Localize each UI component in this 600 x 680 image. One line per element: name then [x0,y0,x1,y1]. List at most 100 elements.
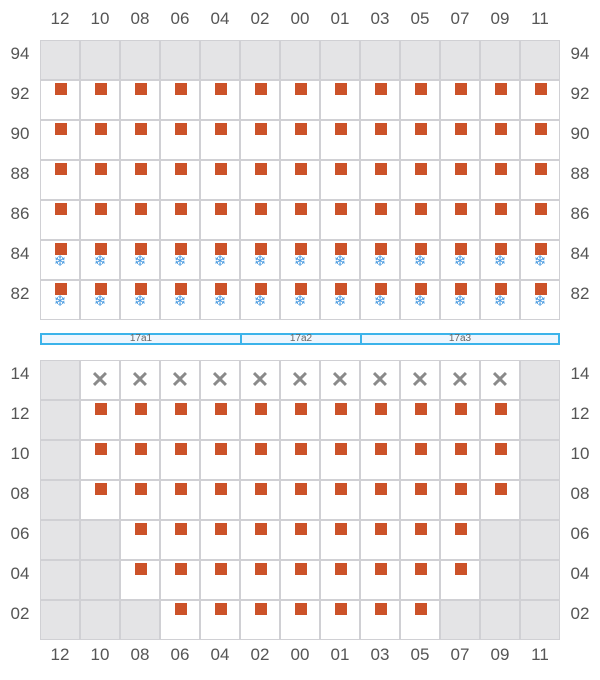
seat-cell[interactable] [200,600,240,640]
seat-cell[interactable] [480,80,520,120]
seat-cell[interactable] [280,160,320,200]
seat-cell[interactable] [240,400,280,440]
seat-cell[interactable] [480,480,520,520]
seat-cell[interactable]: ❄ [440,240,480,280]
seat-cell[interactable] [120,160,160,200]
seat-cell[interactable] [440,400,480,440]
seat-cell[interactable]: ✕ [320,360,360,400]
seat-cell[interactable] [120,80,160,120]
seat-cell[interactable] [360,520,400,560]
seat-cell[interactable] [200,120,240,160]
seat-cell[interactable]: ❄ [320,240,360,280]
seat-cell[interactable] [240,200,280,240]
seat-cell[interactable]: ❄ [80,240,120,280]
seat-cell[interactable] [120,400,160,440]
seat-cell[interactable]: ❄ [40,280,80,320]
seat-cell[interactable]: ❄ [240,280,280,320]
seat-cell[interactable]: ✕ [160,360,200,400]
seat-cell[interactable] [320,120,360,160]
seat-cell[interactable] [80,160,120,200]
seat-cell[interactable] [280,480,320,520]
seat-cell[interactable]: ❄ [280,240,320,280]
seat-cell[interactable] [360,80,400,120]
seat-cell[interactable] [400,120,440,160]
section-17a3[interactable]: 17a3 [360,333,560,345]
seat-cell[interactable] [240,160,280,200]
seat-cell[interactable] [160,400,200,440]
seat-cell[interactable] [120,440,160,480]
seat-cell[interactable] [200,560,240,600]
seat-cell[interactable] [120,480,160,520]
seat-cell[interactable] [40,120,80,160]
seat-cell[interactable] [400,200,440,240]
seat-cell[interactable] [280,520,320,560]
seat-cell[interactable]: ❄ [440,280,480,320]
seat-cell[interactable] [400,80,440,120]
seat-cell[interactable] [120,200,160,240]
seat-cell[interactable] [400,160,440,200]
seat-cell[interactable] [440,520,480,560]
seat-cell[interactable]: ✕ [200,360,240,400]
seat-cell[interactable] [280,80,320,120]
seat-cell[interactable]: ✕ [440,360,480,400]
seat-cell[interactable] [80,400,120,440]
seat-cell[interactable]: ❄ [360,280,400,320]
seat-cell[interactable] [80,480,120,520]
seat-cell[interactable]: ❄ [400,240,440,280]
seat-cell[interactable]: ❄ [280,280,320,320]
seat-cell[interactable]: ✕ [400,360,440,400]
seat-cell[interactable] [440,440,480,480]
seat-cell[interactable] [360,600,400,640]
seat-cell[interactable] [80,80,120,120]
seat-cell[interactable] [440,160,480,200]
seat-cell[interactable] [120,120,160,160]
seat-cell[interactable] [520,160,560,200]
seat-cell[interactable]: ✕ [120,360,160,400]
seat-cell[interactable] [320,160,360,200]
seat-cell[interactable] [200,400,240,440]
seat-cell[interactable]: ❄ [240,240,280,280]
seat-cell[interactable]: ❄ [40,240,80,280]
seat-cell[interactable] [80,440,120,480]
seat-cell[interactable] [200,480,240,520]
seat-cell[interactable] [320,200,360,240]
seat-cell[interactable] [40,80,80,120]
seat-cell[interactable] [360,200,400,240]
seat-cell[interactable] [400,520,440,560]
seat-cell[interactable]: ❄ [120,280,160,320]
seat-cell[interactable] [280,120,320,160]
seat-cell[interactable] [120,560,160,600]
seat-cell[interactable] [360,440,400,480]
seat-cell[interactable] [320,520,360,560]
seat-cell[interactable] [320,80,360,120]
seat-cell[interactable]: ❄ [320,280,360,320]
seat-cell[interactable] [240,480,280,520]
seat-cell[interactable] [240,600,280,640]
seat-cell[interactable] [160,200,200,240]
seat-cell[interactable] [360,480,400,520]
seat-cell[interactable]: ❄ [400,280,440,320]
seat-cell[interactable] [240,560,280,600]
seat-cell[interactable] [400,560,440,600]
seat-cell[interactable] [160,160,200,200]
seat-cell[interactable] [280,200,320,240]
seat-cell[interactable] [120,520,160,560]
seat-cell[interactable]: ✕ [360,360,400,400]
seat-cell[interactable] [240,80,280,120]
seat-cell[interactable]: ✕ [480,360,520,400]
seat-cell[interactable] [440,480,480,520]
seat-cell[interactable] [320,440,360,480]
seat-cell[interactable] [400,480,440,520]
seat-cell[interactable] [280,440,320,480]
seat-cell[interactable] [520,120,560,160]
seat-cell[interactable] [200,200,240,240]
seat-cell[interactable]: ✕ [240,360,280,400]
seat-cell[interactable] [400,600,440,640]
seat-cell[interactable] [80,120,120,160]
seat-cell[interactable]: ❄ [480,280,520,320]
seat-cell[interactable] [520,80,560,120]
seat-cell[interactable] [160,80,200,120]
seat-cell[interactable]: ❄ [360,240,400,280]
seat-cell[interactable] [280,400,320,440]
seat-cell[interactable]: ❄ [120,240,160,280]
